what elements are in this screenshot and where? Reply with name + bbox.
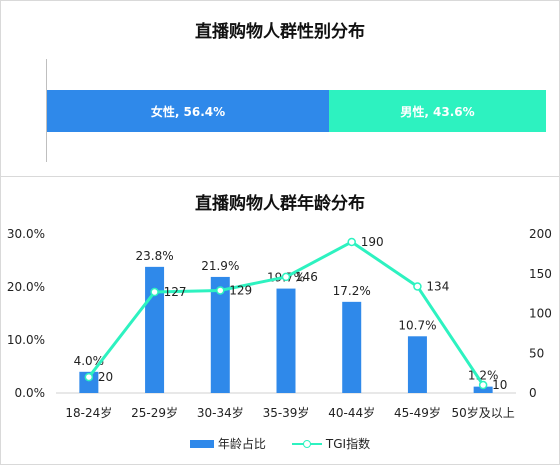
x-tick-label: 40-44岁 bbox=[328, 405, 375, 420]
y-right-tick-label: 100 bbox=[529, 307, 552, 321]
tgi-value-label: 129 bbox=[229, 283, 252, 297]
y-right-tick-label: 150 bbox=[529, 267, 552, 281]
tgi-value-label: 127 bbox=[164, 285, 187, 299]
y-left-tick-label: 10.0% bbox=[7, 333, 45, 347]
age-chart: 0.0% 10.0% 20.0% 30.0% 0 50 100 150 200 18-24岁 4.0… bbox=[7, 227, 552, 420]
age-panel: 直播购物人群年龄分布 0.0% 10.0% 20.0% 30.0% 0 50 100 150 2… bbox=[0, 176, 560, 465]
bar-age-share bbox=[407, 336, 427, 393]
legend-bar-swatch bbox=[189, 439, 214, 448]
bar-age-share bbox=[342, 301, 362, 393]
y-left-tick-label: 0.0% bbox=[15, 386, 46, 400]
bar-value-label: 23.8% bbox=[136, 249, 174, 263]
tgi-value-label: 190 bbox=[361, 235, 384, 249]
bar-value-label: 4.0% bbox=[74, 354, 105, 368]
x-tick-label: 18-24岁 bbox=[65, 405, 112, 420]
bar-age-share bbox=[210, 276, 230, 393]
bar-value-label: 10.7% bbox=[398, 318, 436, 332]
y-right-tick-label: 50 bbox=[529, 346, 544, 360]
tgi-point bbox=[413, 282, 422, 291]
gender-panel: 直播购物人群性别分布 女性, 56.4% 男性, 43.6% bbox=[0, 0, 560, 178]
female-bar-label: 女性, 56.4% bbox=[150, 104, 226, 119]
bar-value-label: 21.9% bbox=[201, 259, 239, 273]
x-tick-label: 50岁及以上 bbox=[452, 405, 515, 420]
tgi-value-label: 146 bbox=[295, 270, 318, 284]
gender-chart-title: 直播购物人群性别分布 bbox=[195, 22, 365, 42]
tgi-value-label: 20 bbox=[98, 370, 113, 384]
chart-legend: 年龄占比 TGI指数 bbox=[1, 435, 559, 452]
y-right-tick-label: 0 bbox=[529, 386, 537, 400]
male-bar: 男性, 43.6% bbox=[329, 90, 546, 132]
y-left-tick-label: 20.0% bbox=[7, 280, 45, 294]
female-bar: 女性, 56.4% bbox=[47, 90, 329, 132]
tgi-value-label: 134 bbox=[426, 279, 449, 293]
bar-value-label: 17.2% bbox=[333, 284, 371, 298]
bar-age-share bbox=[276, 288, 296, 393]
age-chart-title: 直播购物人群年龄分布 bbox=[195, 194, 365, 214]
bar-age-share bbox=[79, 371, 99, 393]
x-tick-label: 30-34岁 bbox=[197, 405, 244, 420]
legend-line-label: TGI指数 bbox=[325, 437, 371, 451]
y-right-tick-label: 200 bbox=[529, 227, 552, 241]
x-tick-label: 35-39岁 bbox=[263, 405, 310, 420]
y-left-tick-label: 30.0% bbox=[7, 227, 45, 241]
tgi-value-label: 10 bbox=[492, 378, 507, 392]
legend-bar-label: 年龄占比 bbox=[217, 437, 266, 451]
male-bar-label: 男性, 43.6% bbox=[400, 104, 475, 119]
tgi-point bbox=[216, 286, 225, 295]
tgi-point bbox=[347, 237, 356, 247]
x-tick-label: 45-49岁 bbox=[394, 405, 441, 420]
x-tick-label: 25-29岁 bbox=[131, 405, 178, 420]
tgi-point bbox=[84, 372, 94, 382]
bar-age-share bbox=[473, 386, 493, 393]
bar-age-share bbox=[145, 266, 165, 393]
gender-axis-line bbox=[46, 59, 47, 162]
tgi-point bbox=[150, 287, 159, 297]
tgi-point bbox=[478, 380, 488, 390]
tgi-point bbox=[281, 272, 291, 282]
legend-line-swatch bbox=[291, 439, 322, 449]
